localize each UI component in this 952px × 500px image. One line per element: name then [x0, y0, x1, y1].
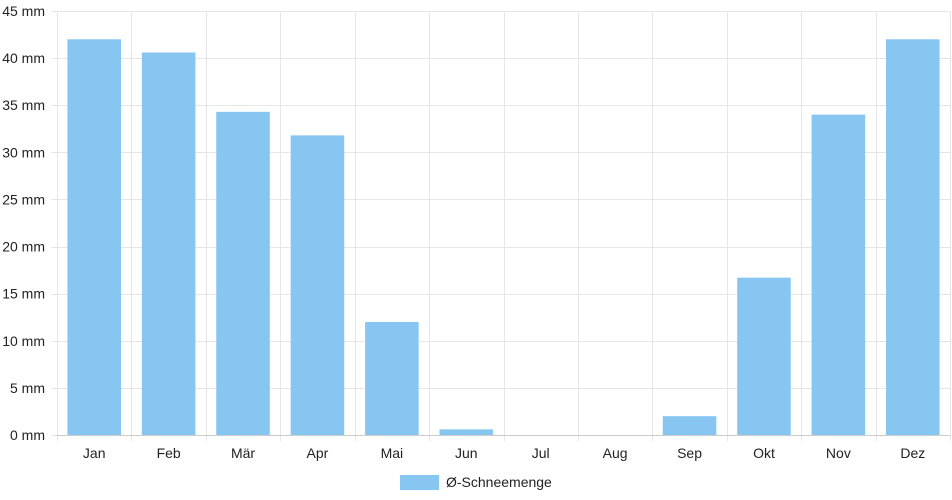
bar-apr[interactable] — [290, 135, 345, 435]
bar-mai[interactable] — [365, 321, 419, 435]
bar-jan[interactable] — [67, 39, 121, 436]
bar-okt[interactable] — [737, 277, 791, 435]
x-tick-label: Feb — [157, 445, 181, 461]
y-axis-ticks: 0 mm 5 mm 10 mm 15 mm 20 mm 25 mm 30 mm 35 mm 40… — [2, 3, 45, 443]
x-tick-label: Mär — [231, 445, 255, 461]
y-tick-label: 10 mm — [2, 333, 45, 349]
x-tick-label: Okt — [753, 445, 775, 461]
legend[interactable]: Ø-Schneemenge — [400, 474, 552, 490]
legend-label: Ø-Schneemenge — [446, 474, 552, 490]
bar-jun[interactable] — [439, 429, 494, 435]
y-tick-label: 35 mm — [2, 97, 45, 113]
y-tick-label: 15 mm — [2, 286, 45, 302]
y-tick-label: 40 mm — [2, 50, 45, 66]
bar-nov[interactable] — [811, 114, 866, 436]
grid-lines — [51, 11, 951, 441]
legend-swatch — [400, 475, 439, 490]
x-tick-label: Apr — [307, 445, 329, 461]
x-tick-label: Dez — [900, 445, 925, 461]
bars — [67, 39, 940, 436]
x-tick-label: Jan — [83, 445, 106, 461]
y-tick-label: 0 mm — [10, 427, 45, 443]
x-tick-label: Aug — [603, 445, 628, 461]
bar-dez[interactable] — [886, 39, 940, 436]
y-tick-label: 30 mm — [2, 144, 45, 160]
bar-sep[interactable] — [662, 416, 717, 435]
y-tick-label: 25 mm — [2, 191, 45, 207]
y-tick-label: 45 mm — [2, 3, 45, 19]
y-tick-label: 20 mm — [2, 239, 45, 255]
x-tick-label: Sep — [677, 445, 702, 461]
bar-feb[interactable] — [141, 52, 196, 436]
x-axis-ticks: Jan Feb Mär Apr Mai Jun Jul Aug Sep Okt Nov Dez — [83, 445, 925, 461]
y-tick-label: 5 mm — [10, 380, 45, 396]
x-tick-label: Mai — [381, 445, 404, 461]
x-tick-label: Nov — [826, 445, 851, 461]
x-tick-label: Jul — [532, 445, 550, 461]
bar-mär[interactable] — [216, 111, 270, 435]
x-tick-label: Jun — [455, 445, 478, 461]
